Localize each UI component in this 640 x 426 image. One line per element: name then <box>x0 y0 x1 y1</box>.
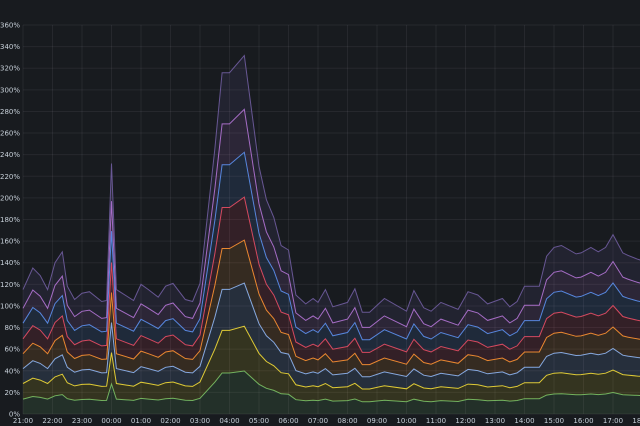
x-tick-label: 16:00 <box>573 417 593 425</box>
series-3-area <box>23 283 640 389</box>
x-tick-label: 11:00 <box>426 417 446 425</box>
series-6-line <box>22 151 640 341</box>
y-tick-label: 0% <box>9 411 20 419</box>
x-tick-label: 07:00 <box>308 417 328 425</box>
x-tick-label: 04:00 <box>219 417 239 425</box>
y-tick-label: 340% <box>0 43 20 51</box>
series-7-line <box>22 108 640 328</box>
x-tick-label: 12:00 <box>455 417 475 425</box>
y-tick-label: 160% <box>0 238 20 246</box>
y-tick-label: 220% <box>0 173 20 181</box>
x-tick-label: 18:00 <box>632 417 640 425</box>
x-tick-label: 14:00 <box>514 417 534 425</box>
y-tick-label: 100% <box>0 302 20 310</box>
x-tick-label: 03:00 <box>190 417 210 425</box>
y-tick-label: 280% <box>0 108 20 116</box>
y-axis: 0% 20% 40% 60% 80% 100% 120% 140% 160% 180% 200% 22… <box>0 22 20 419</box>
series-8-line <box>22 54 640 313</box>
series-2-line <box>22 325 640 390</box>
x-tick-label: 08:00 <box>337 417 357 425</box>
y-tick-label: 360% <box>0 22 20 30</box>
series-1-area <box>23 371 640 414</box>
y-tick-label: 60% <box>4 346 20 354</box>
x-tick-label: 06:00 <box>278 417 298 425</box>
y-tick-label: 300% <box>0 86 20 94</box>
x-tick-label: 13:00 <box>485 417 505 425</box>
x-tick-label: 17:00 <box>603 417 623 425</box>
y-tick-label: 40% <box>4 367 20 375</box>
x-tick-label: 10:00 <box>396 417 416 425</box>
x-axis: 21:00 22:00 23:00 00:00 01:00 02:00 03:00 04:00… <box>13 417 640 425</box>
series-4-area <box>23 240 640 377</box>
x-tick-label: 02:00 <box>160 417 180 425</box>
series-4-line <box>22 239 640 366</box>
x-tick-label: 09:00 <box>367 417 387 425</box>
y-tick-label: 80% <box>4 324 20 332</box>
y-tick-label: 140% <box>0 259 20 267</box>
series-2-area <box>23 326 640 402</box>
y-tick-label: 180% <box>0 216 20 224</box>
x-tick-label: 05:00 <box>249 417 269 425</box>
x-tick-label: 01:00 <box>131 417 151 425</box>
x-tick-label: 21:00 <box>13 417 33 425</box>
series-1-line <box>22 370 640 403</box>
y-tick-label: 20% <box>4 389 20 397</box>
series-5-area <box>23 197 640 365</box>
y-tick-label: 240% <box>0 151 20 159</box>
series-5-line <box>22 196 640 353</box>
x-tick-label: 15:00 <box>544 417 564 425</box>
y-tick-label: 320% <box>0 65 20 73</box>
y-tick-label: 120% <box>0 281 20 289</box>
x-tick-label: 22:00 <box>42 417 62 425</box>
series-6-area <box>23 152 640 353</box>
x-tick-label: 23:00 <box>72 417 92 425</box>
y-tick-label: 200% <box>0 194 20 202</box>
series-areas <box>22 54 640 414</box>
series-8-area <box>23 55 640 328</box>
y-tick-label: 260% <box>0 130 20 138</box>
series-3-line <box>22 282 640 378</box>
x-tick-label: 00:00 <box>101 417 121 425</box>
grid <box>22 24 640 415</box>
series-7-area <box>23 109 640 340</box>
